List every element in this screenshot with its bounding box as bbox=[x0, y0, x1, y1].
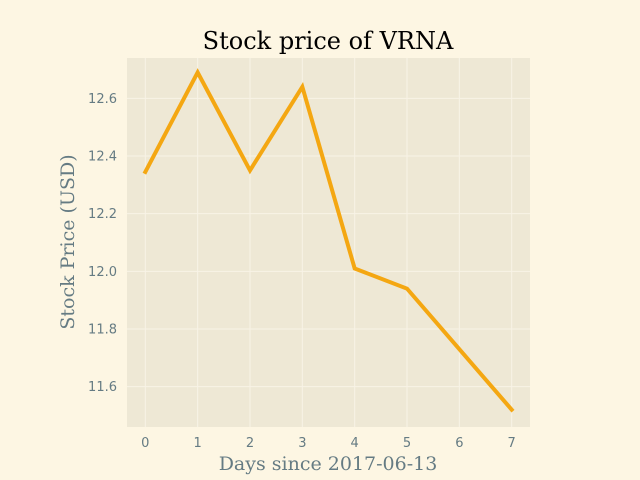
data-point bbox=[249, 169, 251, 171]
y-axis-label: Stock Price (USD) bbox=[57, 154, 79, 329]
y-tick-label: 11.8 bbox=[88, 322, 117, 337]
x-tick-label: 2 bbox=[246, 436, 254, 451]
data-point bbox=[511, 409, 513, 411]
y-tick-label: 12.4 bbox=[88, 150, 117, 165]
data-point bbox=[197, 71, 199, 73]
x-tick-label: 3 bbox=[298, 436, 306, 451]
y-tick-label: 12.6 bbox=[88, 92, 117, 107]
data-point bbox=[354, 267, 356, 269]
tick-labels: 0 1 2 3 4 5 6 7 11.6 11.8 12.0 12.2 12.4 12.6 bbox=[88, 92, 516, 451]
series-layer bbox=[142, 68, 515, 413]
price-series-line bbox=[142, 68, 515, 413]
grid-lines bbox=[127, 58, 530, 427]
y-tick-label: 12.2 bbox=[88, 207, 117, 222]
data-point bbox=[458, 348, 460, 350]
y-tick-label: 11.6 bbox=[88, 380, 117, 395]
x-tick-label: 7 bbox=[508, 436, 516, 451]
x-tick-label: 0 bbox=[141, 436, 149, 451]
chart-title: Stock price of VRNA bbox=[203, 27, 454, 55]
data-point bbox=[301, 86, 303, 88]
x-tick-label: 1 bbox=[194, 436, 202, 451]
x-tick-label: 4 bbox=[351, 436, 359, 451]
data-point bbox=[406, 288, 408, 290]
x-tick-label: 5 bbox=[403, 436, 411, 451]
x-tick-label: 6 bbox=[455, 436, 463, 451]
plot-area bbox=[127, 58, 530, 427]
data-point bbox=[144, 171, 146, 173]
x-axis-label: Days since 2017-06-13 bbox=[219, 453, 438, 475]
y-tick-label: 12.0 bbox=[88, 265, 117, 280]
